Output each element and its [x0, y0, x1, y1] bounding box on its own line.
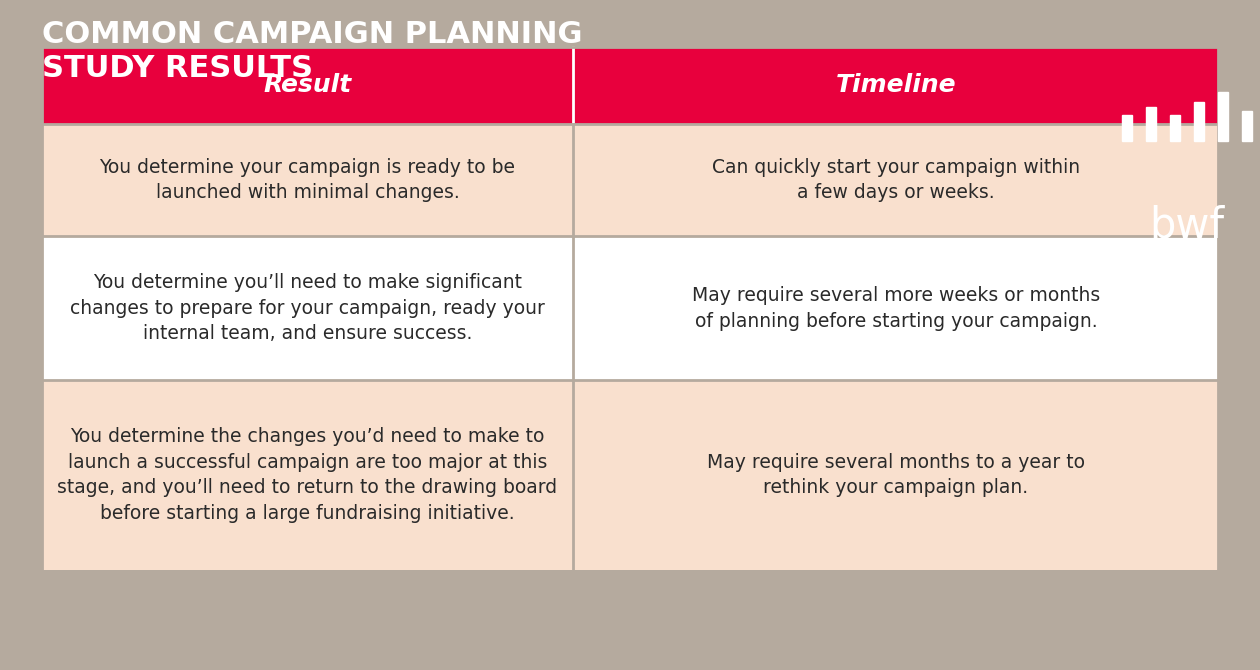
- Bar: [1171, 115, 1179, 141]
- Text: bwf: bwf: [1149, 204, 1225, 247]
- Text: May require several more weeks or months
of planning before starting your campai: May require several more weeks or months…: [692, 286, 1100, 330]
- Bar: [1217, 92, 1227, 141]
- Text: You determine the changes you’d need to make to
launch a successful campaign are: You determine the changes you’d need to …: [58, 427, 557, 523]
- Bar: [1193, 102, 1203, 141]
- Text: You determine you’ll need to make significant
changes to prepare for your campai: You determine you’ll need to make signif…: [71, 273, 544, 344]
- Bar: [1242, 111, 1251, 141]
- Text: Timeline: Timeline: [835, 73, 956, 97]
- FancyBboxPatch shape: [42, 237, 1218, 380]
- FancyBboxPatch shape: [42, 123, 1218, 237]
- FancyBboxPatch shape: [42, 47, 1218, 123]
- Text: Can quickly start your campaign within
a few days or weeks.: Can quickly start your campaign within a…: [712, 157, 1080, 202]
- Text: Result: Result: [263, 73, 352, 97]
- Bar: [1147, 107, 1157, 141]
- Text: COMMON CAMPAIGN PLANNING
STUDY RESULTS: COMMON CAMPAIGN PLANNING STUDY RESULTS: [42, 20, 582, 82]
- Bar: [1121, 115, 1131, 141]
- Text: May require several months to a year to
rethink your campaign plan.: May require several months to a year to …: [707, 452, 1085, 497]
- Text: You determine your campaign is ready to be
launched with minimal changes.: You determine your campaign is ready to …: [100, 157, 515, 202]
- FancyBboxPatch shape: [42, 380, 1218, 570]
